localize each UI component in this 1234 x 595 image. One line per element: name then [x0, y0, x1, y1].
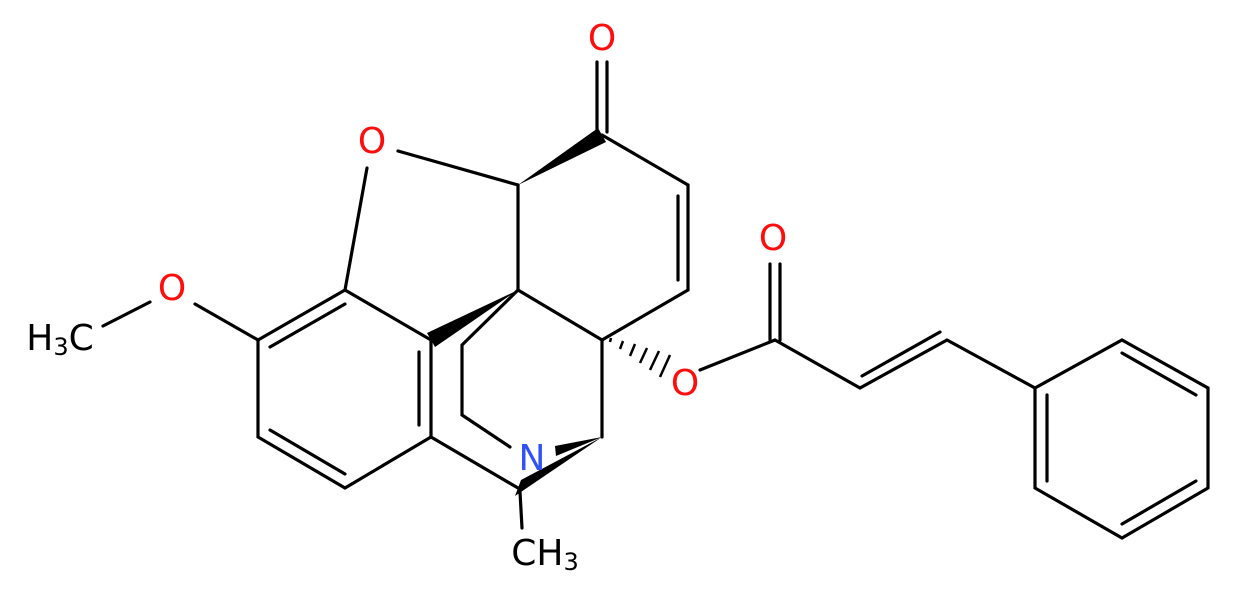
bonds: [101, 60, 1210, 540]
atom-label: O: [671, 363, 699, 404]
atom-label: H3C: [26, 318, 94, 361]
wedges: [427, 128, 672, 496]
atom-label: O: [588, 18, 616, 59]
atom-label: O: [759, 218, 787, 259]
atom-text: O: [588, 18, 616, 59]
atom-label: N: [519, 438, 546, 479]
atom-text: O: [759, 218, 787, 259]
atom-text: C: [69, 318, 94, 359]
atom-subscript: 3: [53, 333, 68, 361]
atom-text: O: [671, 363, 699, 404]
atom-text: N: [519, 438, 546, 479]
atom-label: O: [358, 121, 386, 162]
atom-text: O: [158, 268, 186, 309]
atom-label: CH3: [511, 533, 579, 576]
atom-text: H: [26, 318, 53, 359]
atom-label: O: [158, 268, 186, 309]
atom-text: CH: [511, 533, 563, 574]
atom-text: O: [358, 121, 386, 162]
atom-subscript: 3: [563, 548, 578, 576]
